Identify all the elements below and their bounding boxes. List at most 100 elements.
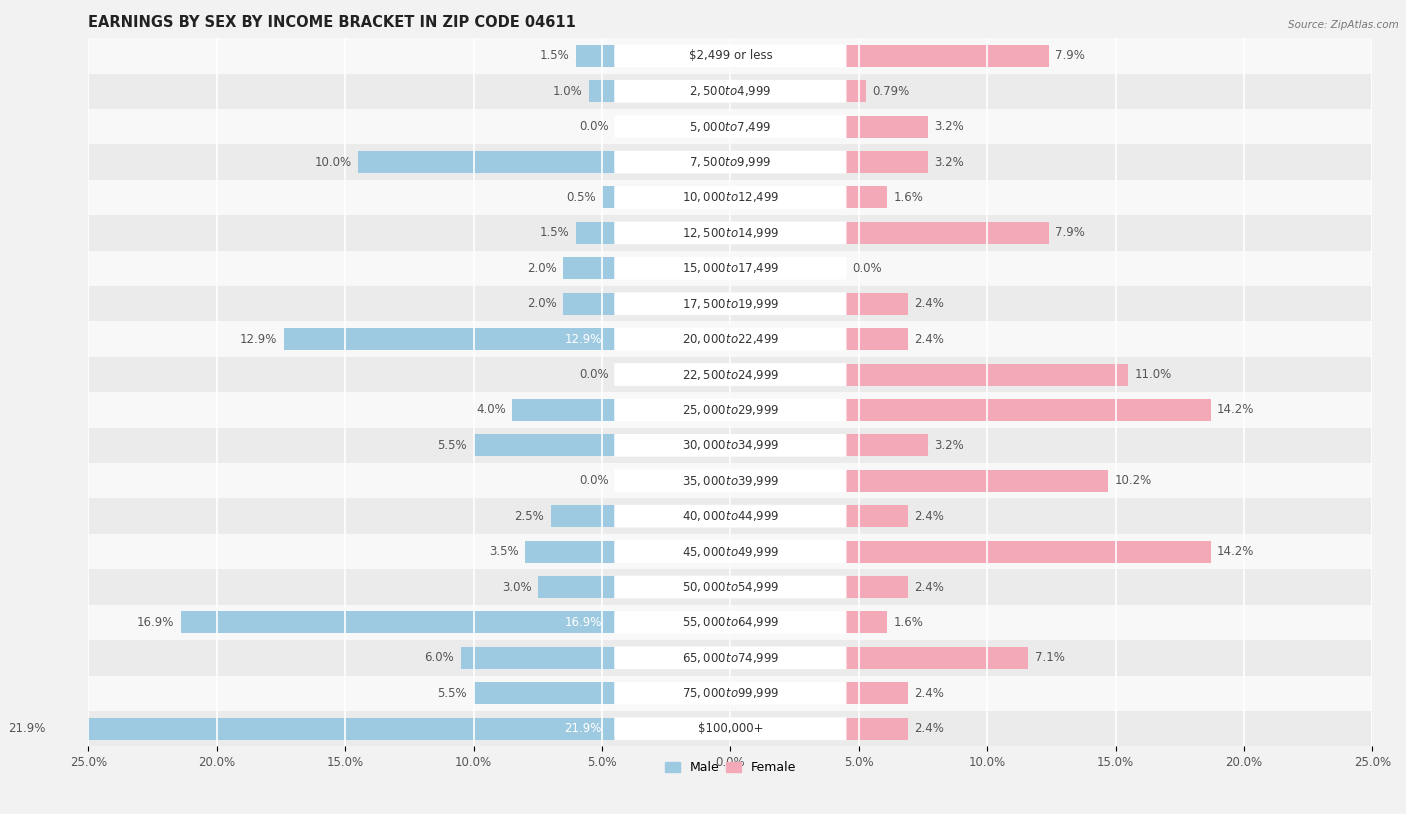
Text: 1.5%: 1.5% xyxy=(540,226,569,239)
Bar xyxy=(564,293,614,315)
Text: 2.0%: 2.0% xyxy=(527,262,557,275)
Bar xyxy=(576,222,614,244)
Bar xyxy=(524,540,614,562)
Bar xyxy=(564,257,614,279)
Bar xyxy=(846,364,1129,386)
Bar xyxy=(846,45,1049,67)
Text: 1.5%: 1.5% xyxy=(540,50,569,63)
Text: 2.4%: 2.4% xyxy=(914,333,943,346)
FancyBboxPatch shape xyxy=(614,434,846,457)
Bar xyxy=(359,151,614,173)
Text: 16.9%: 16.9% xyxy=(565,616,602,629)
Text: EARNINGS BY SEX BY INCOME BRACKET IN ZIP CODE 04611: EARNINGS BY SEX BY INCOME BRACKET IN ZIP… xyxy=(89,15,576,30)
Bar xyxy=(589,81,614,103)
Text: 1.6%: 1.6% xyxy=(893,191,924,204)
FancyBboxPatch shape xyxy=(614,682,846,705)
Text: 14.2%: 14.2% xyxy=(1218,404,1254,417)
Text: $15,000 to $17,499: $15,000 to $17,499 xyxy=(682,261,779,275)
Text: 2.4%: 2.4% xyxy=(914,297,943,310)
FancyBboxPatch shape xyxy=(614,292,846,315)
FancyBboxPatch shape xyxy=(614,186,846,209)
Text: 0.0%: 0.0% xyxy=(579,475,609,488)
Text: 1.0%: 1.0% xyxy=(553,85,582,98)
Bar xyxy=(576,45,614,67)
Text: 14.2%: 14.2% xyxy=(1218,545,1254,558)
Text: Source: ZipAtlas.com: Source: ZipAtlas.com xyxy=(1288,20,1399,30)
Text: $2,499 or less: $2,499 or less xyxy=(689,50,772,63)
FancyBboxPatch shape xyxy=(614,221,846,244)
Bar xyxy=(474,682,614,704)
Text: $35,000 to $39,999: $35,000 to $39,999 xyxy=(682,474,779,488)
FancyBboxPatch shape xyxy=(614,717,846,740)
Bar xyxy=(551,505,614,527)
Text: 3.2%: 3.2% xyxy=(935,155,965,168)
Text: 3.2%: 3.2% xyxy=(935,120,965,133)
FancyBboxPatch shape xyxy=(614,363,846,386)
Text: 10.0%: 10.0% xyxy=(315,155,352,168)
Text: $17,500 to $19,999: $17,500 to $19,999 xyxy=(682,297,779,311)
Bar xyxy=(89,215,1372,251)
Bar xyxy=(537,576,614,598)
Text: $7,500 to $9,999: $7,500 to $9,999 xyxy=(689,155,772,169)
Bar xyxy=(846,682,908,704)
Text: $5,000 to $7,499: $5,000 to $7,499 xyxy=(689,120,772,133)
Bar xyxy=(461,647,614,669)
Text: $40,000 to $44,999: $40,000 to $44,999 xyxy=(682,510,779,523)
FancyBboxPatch shape xyxy=(614,575,846,598)
FancyBboxPatch shape xyxy=(614,116,846,138)
Text: 21.9%: 21.9% xyxy=(565,722,602,735)
Bar xyxy=(284,328,614,350)
Text: $12,500 to $14,999: $12,500 to $14,999 xyxy=(682,225,779,240)
Text: 2.0%: 2.0% xyxy=(527,297,557,310)
Bar xyxy=(846,576,908,598)
Legend: Male, Female: Male, Female xyxy=(659,756,801,779)
Text: 2.4%: 2.4% xyxy=(914,510,943,523)
Text: $100,000+: $100,000+ xyxy=(697,722,763,735)
Bar xyxy=(89,109,1372,144)
Bar xyxy=(846,222,1049,244)
FancyBboxPatch shape xyxy=(614,611,846,634)
Bar xyxy=(846,611,887,633)
Text: 12.9%: 12.9% xyxy=(565,333,602,346)
FancyBboxPatch shape xyxy=(614,540,846,563)
FancyBboxPatch shape xyxy=(614,80,846,103)
Text: 6.0%: 6.0% xyxy=(425,651,454,664)
Bar xyxy=(89,357,1372,392)
Text: $30,000 to $34,999: $30,000 to $34,999 xyxy=(682,439,779,453)
Text: $65,000 to $74,999: $65,000 to $74,999 xyxy=(682,651,779,665)
FancyBboxPatch shape xyxy=(614,470,846,492)
Text: 3.2%: 3.2% xyxy=(935,439,965,452)
Bar xyxy=(846,718,908,740)
Bar xyxy=(89,38,1372,73)
Text: 0.79%: 0.79% xyxy=(873,85,910,98)
Text: 10.2%: 10.2% xyxy=(1115,475,1152,488)
Bar xyxy=(89,498,1372,534)
Text: 3.5%: 3.5% xyxy=(489,545,519,558)
Text: 5.5%: 5.5% xyxy=(437,439,467,452)
FancyBboxPatch shape xyxy=(614,399,846,422)
Text: $45,000 to $49,999: $45,000 to $49,999 xyxy=(682,545,779,558)
Bar xyxy=(474,435,614,457)
FancyBboxPatch shape xyxy=(614,151,846,173)
Bar xyxy=(846,81,866,103)
Bar xyxy=(89,463,1372,498)
Text: 0.5%: 0.5% xyxy=(567,191,596,204)
Bar xyxy=(52,718,614,740)
Bar xyxy=(89,605,1372,640)
Bar xyxy=(846,435,928,457)
FancyBboxPatch shape xyxy=(614,257,846,280)
Bar xyxy=(89,144,1372,180)
Text: 0.0%: 0.0% xyxy=(579,368,609,381)
Text: 12.9%: 12.9% xyxy=(239,333,277,346)
Bar xyxy=(89,73,1372,109)
Bar xyxy=(89,427,1372,463)
Bar xyxy=(89,676,1372,711)
Bar xyxy=(89,392,1372,427)
Bar xyxy=(846,399,1211,421)
Text: $10,000 to $12,499: $10,000 to $12,499 xyxy=(682,190,779,204)
Bar xyxy=(89,322,1372,357)
Bar xyxy=(602,186,614,208)
FancyBboxPatch shape xyxy=(614,328,846,351)
Text: 21.9%: 21.9% xyxy=(8,722,46,735)
Text: 3.0%: 3.0% xyxy=(502,580,531,593)
